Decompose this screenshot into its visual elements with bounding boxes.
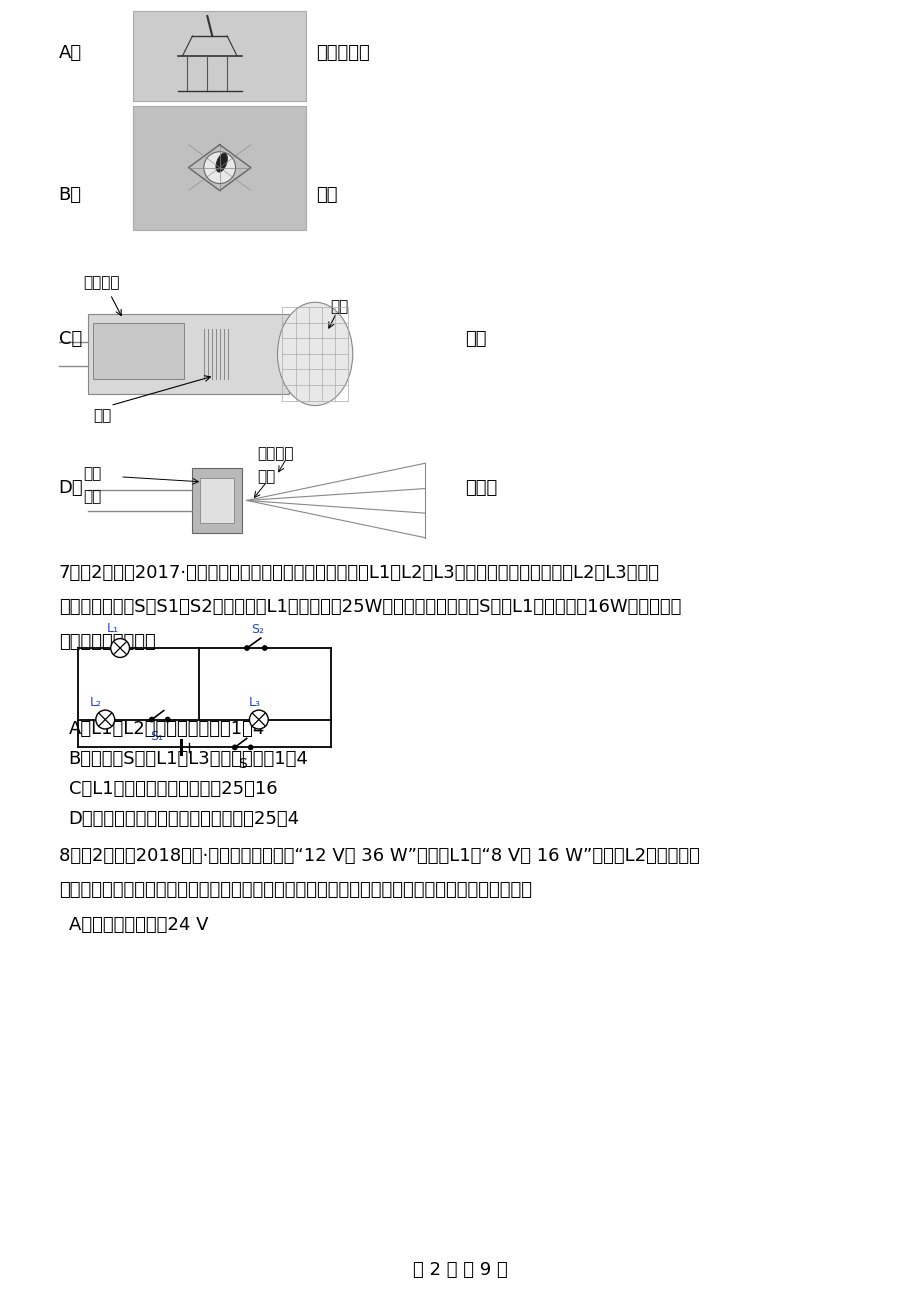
Text: D．前后两次电路消耗的总功率之比为25：4: D．前后两次电路消耗的总功率之比为25：4 <box>69 810 300 828</box>
Circle shape <box>150 717 153 721</box>
Text: S₁: S₁ <box>150 730 163 743</box>
Text: 7．（2分）（2017·南充）如图所示，电源电压保持不变，L1、L2、L3是电阻保持不变的灯泡，L2、L3完全相: 7．（2分）（2017·南充）如图所示，电源电压保持不变，L1、L2、L3是电阻… <box>59 564 659 582</box>
Circle shape <box>110 638 130 658</box>
Circle shape <box>244 646 249 650</box>
Circle shape <box>96 710 115 729</box>
Text: 永久: 永久 <box>84 466 102 480</box>
Text: 线圈: 线圈 <box>93 408 111 423</box>
Text: 永久磁体: 永久磁体 <box>84 275 119 290</box>
Text: 膜片: 膜片 <box>330 298 348 314</box>
Bar <box>192 469 242 533</box>
Text: B．: B． <box>59 186 82 204</box>
Text: 电磁起重机: 电磁起重机 <box>316 44 369 62</box>
Bar <box>88 314 289 393</box>
Text: D．: D． <box>59 479 84 497</box>
Bar <box>200 478 233 523</box>
Text: L₃: L₃ <box>249 697 261 710</box>
Text: 扬声器: 扬声器 <box>464 479 496 497</box>
Circle shape <box>233 745 237 750</box>
Text: 锥形纸盆: 锥形纸盆 <box>256 447 293 461</box>
Circle shape <box>248 745 253 750</box>
Text: S: S <box>238 758 247 771</box>
Circle shape <box>249 710 268 729</box>
Circle shape <box>262 646 267 650</box>
Circle shape <box>204 152 235 184</box>
Text: 同．第一次开关S、S1、S2都闭合时，L1的电功率为25W；第二次只闭合开关S时，L1的电功率为16W．则下列说: 同．第一次开关S、S1、S2都闭合时，L1的电功率为25W；第二次只闭合开关S时… <box>59 599 680 616</box>
Text: 电源的两端，其中一只灯泡正常发光，另一只灯泡没有达到额定功率，则下列选项正确的是（　　）: 电源的两端，其中一只灯泡正常发光，另一只灯泡没有达到额定功率，则下列选项正确的是… <box>59 881 531 900</box>
Bar <box>133 12 306 100</box>
Text: 第 2 页 共 9 页: 第 2 页 共 9 页 <box>413 1262 506 1279</box>
Text: A．: A． <box>59 44 82 62</box>
Text: 线圈: 线圈 <box>256 469 275 484</box>
Text: L₂: L₂ <box>89 697 101 710</box>
Text: 话筒: 话筒 <box>464 329 486 348</box>
Text: 磁体: 磁体 <box>84 488 102 504</box>
Text: 8．（2分）（2018九上·岱岳期末）把标有“12 V　 36 W”的灯泡L1和“8 V　 16 W”的灯泡L2串联后接在: 8．（2分）（2018九上·岱岳期末）把标有“12 V 36 W”的灯泡L1和“… <box>59 846 698 865</box>
Text: C．L1前后两次的电压之比为25：16: C．L1前后两次的电压之比为25：16 <box>69 780 277 798</box>
Text: A．该电源的电压为24 V: A．该电源的电压为24 V <box>69 917 208 935</box>
Ellipse shape <box>278 302 352 406</box>
Text: 司南: 司南 <box>316 186 337 204</box>
Text: L₁: L₁ <box>108 621 119 634</box>
Text: S₂: S₂ <box>251 622 264 635</box>
Bar <box>289 335 310 374</box>
Bar <box>133 105 306 229</box>
Text: C．: C． <box>59 329 82 348</box>
Bar <box>93 323 183 379</box>
Text: B．只闭合S时，L1和L3的功率之比为1：4: B．只闭合S时，L1和L3的功率之比为1：4 <box>69 750 308 768</box>
Ellipse shape <box>216 154 227 172</box>
Text: 法正确的是（　　）: 法正确的是（ ） <box>59 633 155 651</box>
Text: A．L1、L2两灯丝电阻之比为1：4: A．L1、L2两灯丝电阻之比为1：4 <box>69 720 265 738</box>
Circle shape <box>165 717 170 721</box>
